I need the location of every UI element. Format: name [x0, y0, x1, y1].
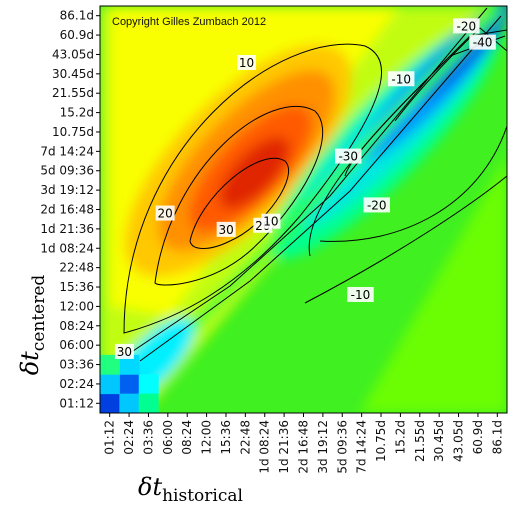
x-tick-label: 3d 19:12	[316, 420, 330, 474]
contour-label-bg	[387, 71, 415, 87]
x-tick-label: 2d 16:48	[297, 420, 311, 474]
y-tick-label: 08:24	[59, 319, 94, 333]
contour-label-bg	[363, 197, 391, 213]
contour-line	[189, 157, 290, 249]
heatmap-cell	[100, 374, 120, 395]
heatmap-region	[360, 156, 507, 413]
y-tick-label: 21.55d	[52, 86, 94, 100]
contour-line	[139, 15, 502, 362]
contour-label: -10	[351, 288, 371, 302]
heatmap-cell	[138, 374, 159, 395]
contour-label: -20	[456, 19, 476, 33]
contour-lines	[123, 7, 507, 362]
y-tick-label: 86.1d	[60, 9, 94, 23]
y-axis-label-main: δt	[16, 351, 44, 375]
contour-label-bg	[216, 221, 236, 237]
x-tick-label: 43.05d	[452, 420, 466, 462]
contour-line	[344, 29, 507, 177]
y-tick-label: 15.2d	[60, 106, 94, 120]
y-tick-label: 15:36	[59, 280, 94, 294]
heatmap-plot-area: 102030201030-20-40-10-30-20-10	[99, 5, 508, 414]
x-tick-label: 1d 21:36	[277, 420, 291, 474]
x-axis-ticks: 01:12 02:24 03:36 06:00 08:24 12:00 15:36 22:48…	[103, 413, 504, 474]
x-tick-label: 5d 09:36	[335, 420, 349, 474]
y-tick-label: 03:36	[59, 358, 94, 372]
x-tick-label: 7d 14:24	[355, 420, 369, 474]
y-tick-label: 1d 08:24	[40, 241, 94, 255]
contour-label-bg	[347, 286, 374, 302]
y-tick-label: 22:48	[59, 261, 94, 275]
contour-labels: 102030201030-20-40-10-30-20-10	[114, 18, 496, 359]
heatmap-cell	[119, 354, 140, 375]
contour-label: 30	[117, 345, 132, 359]
contour-label-bg	[155, 205, 175, 221]
x-tick-label: 01:12	[103, 420, 117, 455]
x-tick-label: 03:36	[141, 420, 155, 455]
x-tick-label: 86.1d	[490, 420, 504, 454]
contour-line	[154, 105, 324, 286]
x-tick-label: 02:24	[122, 420, 136, 455]
y-axis-label-sub: centered	[29, 275, 49, 352]
x-tick-label: 08:24	[180, 420, 194, 455]
x-tick-label: 1d 08:24	[258, 420, 272, 474]
contour-label-bg	[469, 34, 496, 50]
contour-label: -30	[338, 150, 358, 164]
contour-label-bg	[261, 213, 281, 229]
heatmap-region	[165, 6, 504, 356]
contour-label-bg	[453, 18, 480, 34]
x-tick-label: 22:48	[238, 420, 252, 455]
heatmap-small-scale-cells	[100, 354, 159, 413]
heatmap-region	[219, 136, 290, 209]
heatmap-cell	[138, 393, 159, 413]
y-tick-label: 43.05d	[52, 47, 94, 61]
y-tick-label: 5d 09:36	[40, 164, 94, 178]
svg-text:δtcentered: δtcentered	[16, 275, 49, 376]
contour-label: 30	[219, 223, 234, 237]
x-axis-label-sub: historical	[162, 486, 243, 506]
contour-label: 10	[239, 56, 254, 70]
y-tick-label: 02:24	[59, 377, 94, 391]
contour-label: 20	[157, 207, 172, 221]
contour-label: -10	[391, 72, 411, 86]
y-tick-label: 10.75d	[52, 125, 94, 139]
y-tick-label: 01:12	[59, 396, 94, 410]
contour-label-bg	[335, 148, 362, 164]
x-tick-label: 12:00	[200, 420, 214, 455]
heatmap-cell	[119, 393, 140, 413]
contour-label: 10	[263, 215, 278, 229]
x-tick-label: 06:00	[161, 420, 175, 455]
x-axis-label: δthistorical	[138, 473, 243, 506]
y-tick-label: 1d 21:36	[40, 222, 94, 236]
y-tick-label: 7d 14:24	[40, 144, 94, 158]
x-tick-label: 10.75d	[374, 420, 388, 462]
contour-label-bg	[237, 54, 257, 70]
heatmap-cell	[100, 393, 120, 413]
y-axis-ticks: 01:12 02:24 03:36 06:00 08:24 12:00 15:36 22:48…	[40, 9, 100, 410]
contour-label-bg	[114, 343, 134, 359]
y-tick-label: 2d 16:48	[40, 203, 94, 217]
contour-label: -20	[367, 198, 387, 212]
x-tick-label: 15.2d	[393, 420, 407, 454]
x-axis-label-main: δt	[138, 473, 162, 501]
y-tick-label: 12:00	[59, 299, 94, 313]
heatmap-cell	[119, 374, 140, 395]
y-axis-label: δtcentered	[16, 275, 49, 376]
x-tick-label: 21.55d	[413, 420, 427, 462]
x-tick-label: 30.45d	[432, 420, 446, 462]
contour-line	[319, 125, 507, 242]
x-tick-label: 15:36	[219, 420, 233, 455]
y-tick-label: 3d 19:12	[40, 183, 94, 197]
contour-line	[304, 175, 507, 304]
y-tick-label: 30.45d	[52, 67, 94, 81]
heatmap-cell	[100, 354, 120, 375]
contour-label: -40	[473, 36, 493, 50]
y-tick-label: 06:00	[59, 338, 94, 352]
copyright-text: Copyright Gilles Zumbach 2012	[112, 16, 266, 28]
x-tick-label: 60.9d	[471, 420, 485, 454]
contour-line	[123, 43, 382, 334]
contour-line	[129, 7, 488, 354]
svg-text:δthistorical: δthistorical	[138, 473, 243, 506]
y-tick-label: 60.9d	[60, 28, 94, 42]
